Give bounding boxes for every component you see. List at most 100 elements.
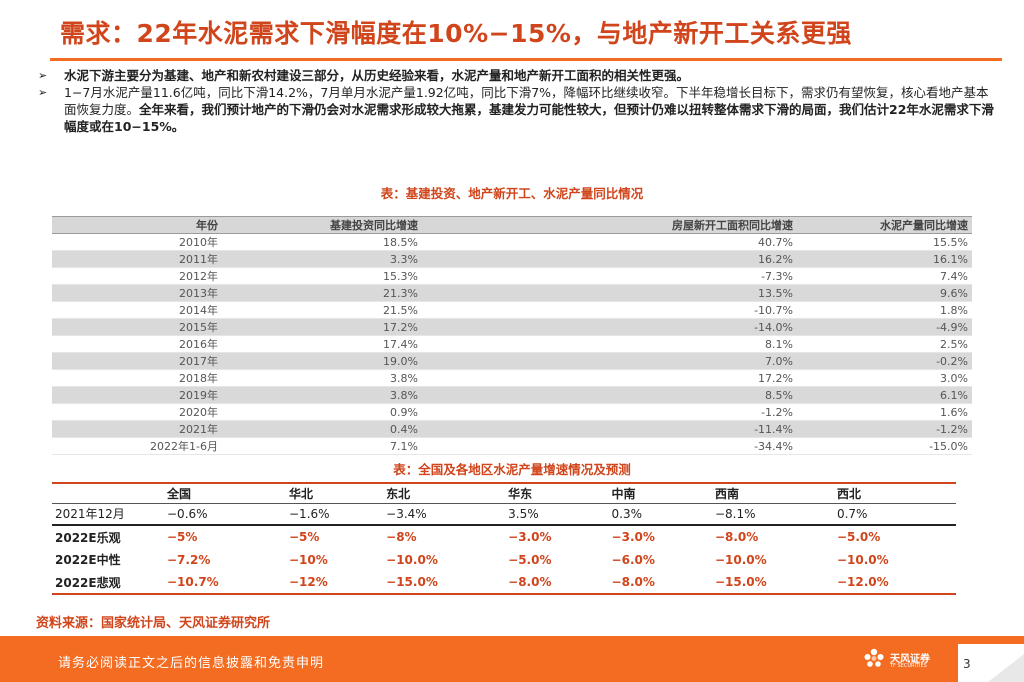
- cell-value: −3.4%: [383, 503, 506, 526]
- cell-cement: 16.1%: [797, 250, 972, 268]
- cell-newstarts: -34.4%: [422, 437, 797, 455]
- corner-decoration-icon: [958, 644, 1024, 682]
- column-header-southwest: 西南: [711, 482, 834, 504]
- cell-cement: 9.6%: [797, 284, 972, 302]
- company-logo: 天风证券 TF SECURITIES: [862, 646, 942, 676]
- cell-cement: -4.9%: [797, 318, 972, 336]
- cell-newstarts: 8.1%: [422, 335, 797, 353]
- table-row: 2022年1-6月 7.1% -34.4% -15.0%: [52, 437, 972, 455]
- cell-value: 0.3%: [608, 503, 712, 526]
- column-header-north: 华北: [286, 482, 384, 504]
- cell-year: 2019年: [52, 386, 222, 404]
- column-header-central-south: 中南: [608, 482, 712, 504]
- arrow-bullet-icon: ➢: [38, 69, 48, 82]
- cell-infra: 0.9%: [222, 403, 422, 421]
- cell-infra: 17.2%: [222, 318, 422, 336]
- cell-cement: 15.5%: [797, 233, 972, 251]
- page-number-box: [958, 644, 1024, 682]
- cell-value: −5%: [167, 530, 198, 544]
- cell-newstarts: -1.2%: [422, 403, 797, 421]
- table-header-row: 全国 华北 东北 华东 中南 西南 西北: [52, 482, 956, 504]
- table-row: 2022E中性 −7.2% −10% −10.0% −5.0% −6.0% −1…: [52, 548, 956, 571]
- column-header-northeast: 东北: [383, 482, 506, 504]
- cell-infra: 3.8%: [222, 386, 422, 404]
- cell-infra: 21.3%: [222, 284, 422, 302]
- cell-year: 2021年: [52, 420, 222, 438]
- cell-value: −10%: [289, 552, 328, 567]
- cell-newstarts: -7.3%: [422, 267, 797, 285]
- row-label: 2022E悲观: [52, 571, 164, 595]
- infrastructure-property-cement-table: 年份 基建投资同比增速 房屋新开工面积同比增速 水泥产量同比增速 2010年 18…: [52, 216, 972, 455]
- table-row: 2022E悲观 −10.7% −12% −15.0% −8.0% −8.0% −…: [52, 571, 956, 595]
- cell-newstarts: -11.4%: [422, 420, 797, 438]
- table-row: 2014年 21.5% -10.7% 1.8%: [52, 301, 972, 319]
- cell-newstarts: -10.7%: [422, 301, 797, 319]
- cell-infra: 3.8%: [222, 369, 422, 387]
- bullet-item: ➢ 水泥下游主要分为基建、地产和新农村建设三部分，从历史经验来看，水泥产量和地产…: [38, 67, 1000, 84]
- cell-value: −8.0%: [714, 530, 759, 544]
- column-header-year: 年份: [52, 216, 222, 234]
- cell-cement: 3.0%: [797, 369, 972, 387]
- arrow-bullet-icon: ➢: [38, 86, 48, 99]
- table-row: 2010年 18.5% 40.7% 15.5%: [52, 233, 972, 251]
- table-row: 2017年 19.0% 7.0% -0.2%: [52, 352, 972, 370]
- bullet-text: 1−7月水泥产量11.6亿吨，同比下滑14.2%，7月单月水泥产量1.92亿吨，…: [64, 85, 989, 117]
- cell-value: −15.0%: [383, 571, 506, 595]
- bullet-list: ➢ 水泥下游主要分为基建、地产和新农村建设三部分，从历史经验来看，水泥产量和地产…: [38, 67, 1000, 135]
- row-label: 2022E中性: [55, 553, 121, 567]
- table-row: 2011年 3.3% 16.2% 16.1%: [52, 250, 972, 268]
- cell-value: −3.0%: [611, 530, 655, 544]
- cell-year: 2010年: [52, 233, 222, 251]
- cell-value: −12.0%: [833, 571, 956, 595]
- title-divider: [50, 58, 1002, 61]
- column-header-infra: 基建投资同比增速: [222, 216, 422, 234]
- cell-value: −8%: [386, 530, 417, 544]
- table-row: 2020年 0.9% -1.2% 1.6%: [52, 403, 972, 421]
- cell-year: 2018年: [52, 369, 222, 387]
- bullet-bold-text: 水泥下游主要分为基建、地产和新农村建设三部分，从历史经验来看，水泥产量和地产新开…: [64, 68, 690, 83]
- cell-value: −3.0%: [508, 530, 552, 544]
- cell-value: −1.6%: [286, 503, 384, 526]
- table-row: 2012年 15.3% -7.3% 7.4%: [52, 267, 972, 285]
- cell-cement: -1.2%: [797, 420, 972, 438]
- cell-year: 2012年: [52, 267, 222, 285]
- cell-value: −6.0%: [611, 552, 655, 567]
- table-row: 2021年 0.4% -11.4% -1.2%: [52, 420, 972, 438]
- cell-value: −15.0%: [711, 571, 834, 595]
- cell-infra: 21.5%: [222, 301, 422, 319]
- table-row: 2013年 21.3% 13.5% 9.6%: [52, 284, 972, 302]
- cell-value: 0.7%: [833, 503, 956, 526]
- table-header-row: 年份 基建投资同比增速 房屋新开工面积同比增速 水泥产量同比增速: [52, 216, 972, 234]
- cell-value: −7.2%: [167, 552, 211, 567]
- cell-year: 2015年: [52, 318, 222, 336]
- column-header-cement: 水泥产量同比增速: [797, 216, 972, 234]
- table-row: 2021年12月 −0.6% −1.6% −3.4% 3.5% 0.3% −8.…: [52, 503, 956, 526]
- cell-cement: 1.8%: [797, 301, 972, 319]
- bullet-item: ➢ 1−7月水泥产量11.6亿吨，同比下滑14.2%，7月单月水泥产量1.92亿…: [38, 84, 1000, 135]
- regional-cement-forecast-table: 全国 华北 东北 华东 中南 西南 西北 2021年12月 −0.6% −1.6…: [52, 482, 956, 595]
- cell-year: 2014年: [52, 301, 222, 319]
- cell-infra: 7.1%: [222, 437, 422, 455]
- disclaimer-text: 请务必阅读正文之后的信息披露和免责申明: [58, 656, 325, 671]
- cell-year: 2017年: [52, 352, 222, 370]
- cell-infra: 15.3%: [222, 267, 422, 285]
- cell-newstarts: -14.0%: [422, 318, 797, 336]
- table-row: 2019年 3.8% 8.5% 6.1%: [52, 386, 972, 404]
- cell-value: −8.1%: [711, 503, 834, 526]
- column-header-northwest: 西北: [833, 482, 956, 504]
- cell-value: −8.0%: [505, 571, 609, 595]
- cell-value: −5%: [289, 530, 320, 544]
- column-header-blank: [52, 482, 164, 504]
- table-row: 2018年 3.8% 17.2% 3.0%: [52, 369, 972, 387]
- cell-infra: 0.4%: [222, 420, 422, 438]
- cell-value: −12%: [286, 571, 384, 595]
- logo-english: TF SECURITIES: [890, 663, 927, 669]
- cell-infra: 18.5%: [222, 233, 422, 251]
- cell-year: 2022年1-6月: [52, 437, 222, 455]
- cell-newstarts: 17.2%: [422, 369, 797, 387]
- cell-cement: 1.6%: [797, 403, 972, 421]
- source-note: 资料来源：国家统计局、天风证券研究所: [36, 616, 271, 631]
- flower-logo-icon: [864, 648, 884, 667]
- cell-newstarts: 40.7%: [422, 233, 797, 251]
- cell-cement: -0.2%: [797, 352, 972, 370]
